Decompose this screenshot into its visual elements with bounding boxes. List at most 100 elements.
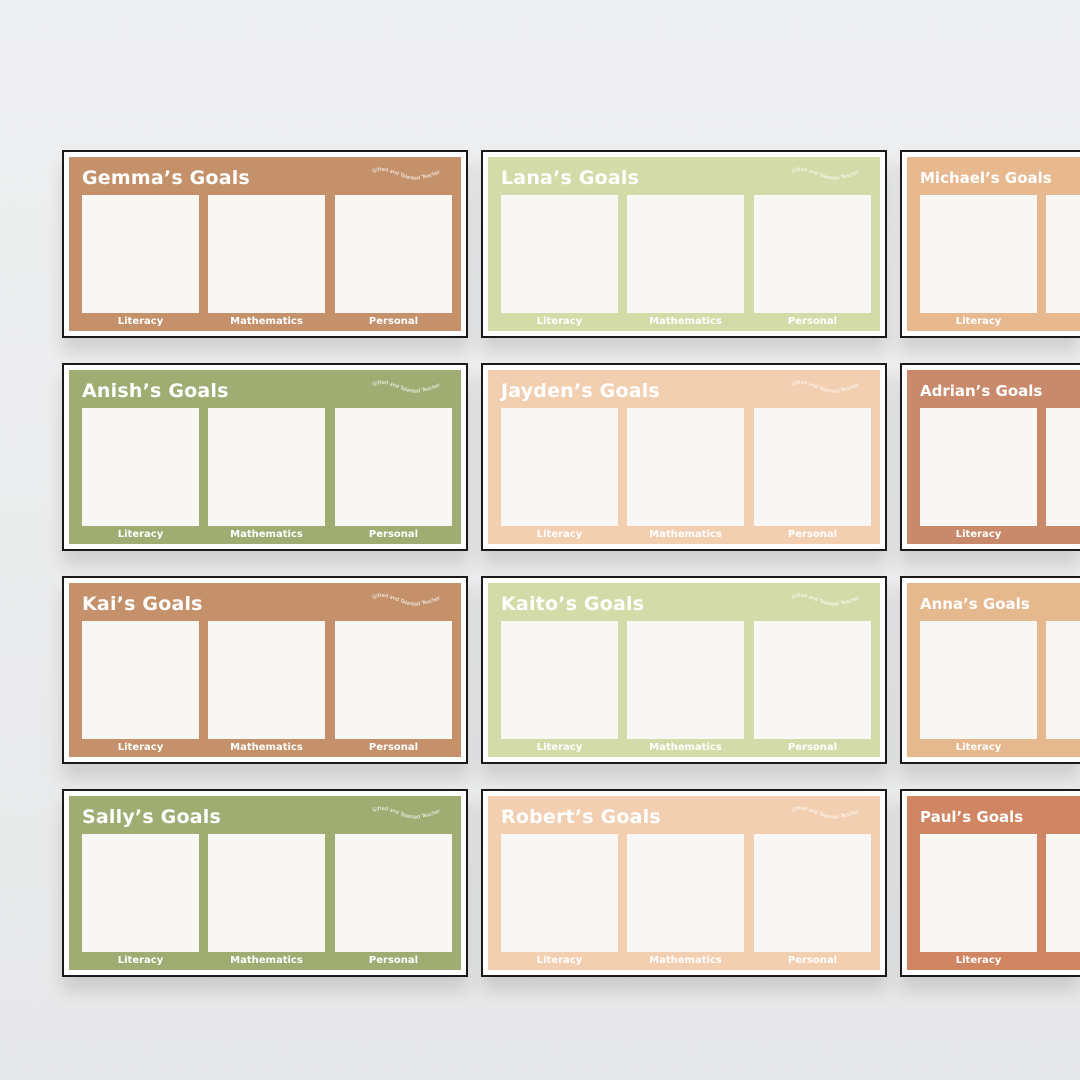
svg-text:Gifted and Talented Teacher: Gifted and Talented Teacher — [372, 380, 442, 395]
goal-box-literacy[interactable] — [82, 621, 199, 739]
card-title: Anish’s Goals — [82, 380, 229, 402]
category-label: Personal — [368, 529, 419, 540]
card-title: Kaito’s Goals — [501, 593, 645, 615]
card-title: Robert’s Goals — [501, 806, 661, 828]
card-title: Adrian’s Goals — [920, 382, 1043, 400]
goal-card: Kaito’s Goals Gifted and Talented Teache… — [481, 576, 887, 764]
goal-card: Michael’s Goals Literacy — [900, 150, 1080, 338]
category-label: Mathematics — [649, 742, 722, 753]
goal-box-mathematics[interactable] — [1046, 195, 1080, 313]
logo-wave-text: Gifted and Talented Teacher — [372, 167, 442, 182]
goal-box-personal[interactable] — [335, 195, 452, 313]
svg-text:Gifted and Talented Teacher: Gifted and Talented Teacher — [372, 167, 442, 182]
card-title: Sally’s Goals — [82, 806, 221, 828]
category-label: Literacy — [536, 529, 583, 540]
goal-card: Paul’s Goals Literacy — [900, 789, 1080, 977]
category-label: Mathematics — [649, 316, 722, 327]
category-label: Mathematics — [230, 955, 303, 966]
card-background: Anish’s Goals Gifted and Talented Teache… — [69, 370, 461, 544]
svg-text:Gifted and Talented Teacher: Gifted and Talented Teacher — [372, 593, 442, 608]
category-label: Literacy — [117, 529, 164, 540]
goal-box-personal[interactable] — [335, 834, 452, 952]
card-background: Adrian’s Goals Literacy — [907, 370, 1080, 544]
category-label: Literacy — [955, 316, 1002, 327]
category-label: Literacy — [536, 742, 583, 753]
svg-text:Gifted and Talented Teacher: Gifted and Talented Teacher — [791, 167, 861, 182]
svg-text:Gifted and Talented Teacher: Gifted and Talented Teacher — [791, 593, 861, 608]
logo-wave-text: Gifted and Talented Teacher — [791, 806, 861, 821]
category-label: Mathematics — [649, 529, 722, 540]
goal-card: Robert’s Goals Gifted and Talented Teach… — [481, 789, 887, 977]
goal-box-literacy[interactable] — [501, 621, 618, 739]
logo-wave-text: Gifted and Talented Teacher — [372, 806, 442, 821]
goal-box-mathematics[interactable] — [208, 408, 325, 526]
card-background: Sally’s Goals Gifted and Talented Teache… — [69, 796, 461, 970]
goal-box-literacy[interactable] — [82, 195, 199, 313]
card-title: Gemma’s Goals — [82, 167, 250, 189]
goal-box-literacy[interactable] — [82, 408, 199, 526]
card-background: Gemma’s Goals Gifted and Talented Teache… — [69, 157, 461, 331]
category-label: Literacy — [117, 742, 164, 753]
goal-box-mathematics[interactable] — [208, 834, 325, 952]
svg-text:Gifted and Talented Teacher: Gifted and Talented Teacher — [791, 806, 861, 821]
logo-wave-text: Gifted and Talented Teacher — [791, 167, 861, 182]
category-label: Personal — [368, 742, 419, 753]
card-background: Anna’s Goals Literacy — [907, 583, 1080, 757]
goal-box-personal[interactable] — [754, 195, 871, 313]
goal-box-literacy[interactable] — [501, 195, 618, 313]
goal-box-literacy[interactable] — [920, 408, 1037, 526]
goal-box-literacy[interactable] — [501, 834, 618, 952]
goal-box-personal[interactable] — [754, 621, 871, 739]
card-background: Michael’s Goals Literacy — [907, 157, 1080, 331]
goal-box-mathematics[interactable] — [208, 621, 325, 739]
category-label: Personal — [368, 316, 419, 327]
card-title: Kai’s Goals — [82, 593, 203, 615]
category-label: Mathematics — [649, 955, 722, 966]
goal-card: Jayden’s Goals Gifted and Talented Teach… — [481, 363, 887, 551]
goal-box-mathematics[interactable] — [1046, 621, 1080, 739]
goal-box-mathematics[interactable] — [627, 408, 744, 526]
goal-box-mathematics[interactable] — [627, 195, 744, 313]
card-background: Paul’s Goals Literacy — [907, 796, 1080, 970]
svg-text:Gifted and Talented Teacher: Gifted and Talented Teacher — [372, 806, 442, 821]
category-label: Literacy — [955, 742, 1002, 753]
card-background: Robert’s Goals Gifted and Talented Teach… — [488, 796, 880, 970]
goal-card: Anna’s Goals Literacy — [900, 576, 1080, 764]
goal-box-literacy[interactable] — [501, 408, 618, 526]
goal-box-mathematics[interactable] — [627, 834, 744, 952]
category-label: Literacy — [536, 316, 583, 327]
goal-box-mathematics[interactable] — [1046, 834, 1080, 952]
goal-box-literacy[interactable] — [920, 834, 1037, 952]
goal-box-literacy[interactable] — [920, 621, 1037, 739]
category-label: Personal — [787, 742, 838, 753]
svg-text:Gifted and Talented Teacher: Gifted and Talented Teacher — [791, 380, 861, 395]
category-label: Personal — [787, 955, 838, 966]
goal-box-mathematics[interactable] — [627, 621, 744, 739]
goal-box-mathematics[interactable] — [1046, 408, 1080, 526]
goal-box-literacy[interactable] — [920, 195, 1037, 313]
goal-card: Lana’s Goals Gifted and Talented Teacher… — [481, 150, 887, 338]
category-label: Mathematics — [230, 742, 303, 753]
goal-box-mathematics[interactable] — [208, 195, 325, 313]
card-title: Paul’s Goals — [920, 808, 1024, 826]
logo-wave-text: Gifted and Talented Teacher — [372, 593, 442, 608]
category-label: Literacy — [955, 955, 1002, 966]
goal-box-personal[interactable] — [754, 408, 871, 526]
logo-wave-text: Gifted and Talented Teacher — [791, 380, 861, 395]
goal-box-personal[interactable] — [754, 834, 871, 952]
goal-box-personal[interactable] — [335, 621, 452, 739]
category-label: Mathematics — [230, 529, 303, 540]
category-label: Personal — [368, 955, 419, 966]
card-title: Anna’s Goals — [920, 595, 1030, 613]
category-label: Mathematics — [230, 316, 303, 327]
goal-card: Kai’s Goals Gifted and Talented Teacher … — [62, 576, 468, 764]
category-label: Literacy — [117, 955, 164, 966]
card-title: Jayden’s Goals — [501, 380, 660, 402]
card-background: Kaito’s Goals Gifted and Talented Teache… — [488, 583, 880, 757]
category-label: Personal — [787, 529, 838, 540]
goal-box-literacy[interactable] — [82, 834, 199, 952]
card-title: Lana’s Goals — [501, 167, 640, 189]
category-label: Literacy — [117, 316, 164, 327]
goal-box-personal[interactable] — [335, 408, 452, 526]
card-background: Lana’s Goals Gifted and Talented Teacher… — [488, 157, 880, 331]
